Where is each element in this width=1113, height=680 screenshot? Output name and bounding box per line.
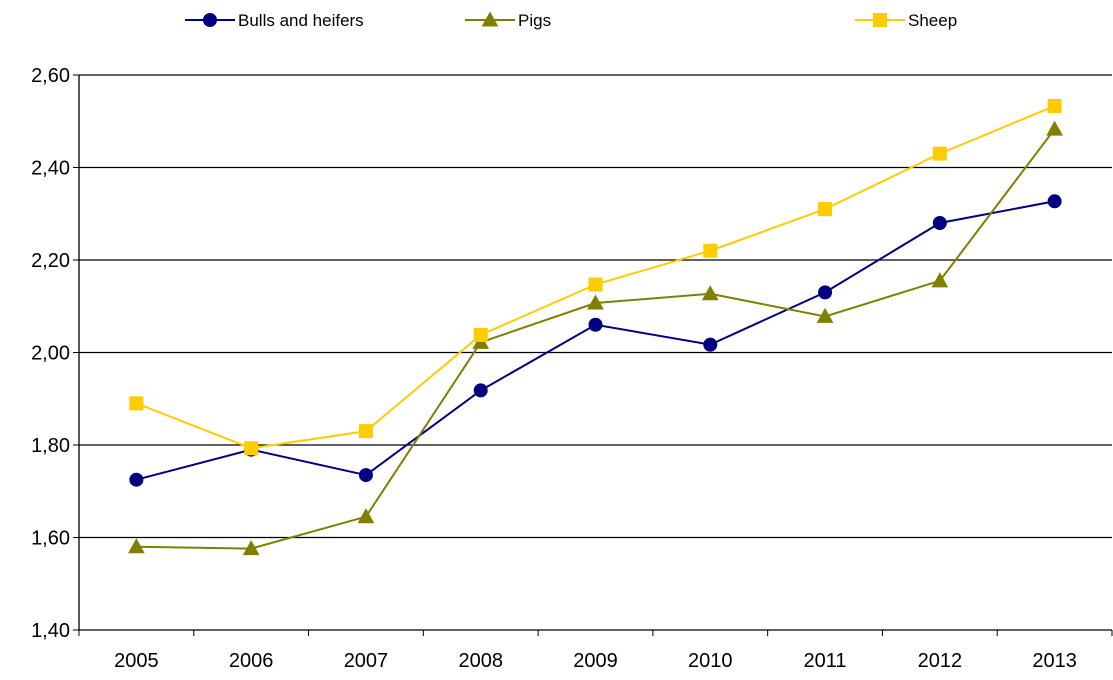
legend-item: Bulls and heifers (185, 11, 364, 30)
x-tick-label: 2007 (344, 650, 389, 672)
y-tick-label: 1,40 (31, 620, 70, 642)
x-tick-label: 2011 (804, 650, 847, 672)
axis-layer: 1,40 1,60 1,80 2,00 2,20 2,40 2,60 2005 2006 2007… (31, 65, 1113, 672)
x-tick-label: 2009 (573, 650, 618, 672)
x-tick-label: 2013 (1032, 650, 1077, 672)
y-tick-label: 2,40 (31, 158, 70, 180)
data-point (932, 146, 947, 161)
data-point (701, 285, 719, 301)
x-tick-label: 2008 (458, 650, 503, 672)
data-point (703, 337, 718, 352)
legend-marker (481, 11, 499, 27)
series-line (136, 200, 1055, 481)
data-point (931, 272, 949, 288)
data-point (588, 277, 603, 292)
data-point (129, 472, 144, 487)
x-tick-label: 2010 (688, 650, 733, 672)
y-tick-label: 2,20 (31, 250, 70, 272)
y-tick-label: 1,60 (31, 528, 70, 550)
data-point (358, 424, 373, 439)
legend-label: Pigs (518, 11, 551, 30)
data-point (1046, 120, 1063, 136)
data-point (932, 216, 947, 230)
x-tick-label: 2006 (229, 650, 274, 672)
data-point (1047, 194, 1062, 209)
data-point (473, 383, 488, 398)
y-tick-label: 2,00 (31, 343, 70, 365)
x-tick-label: 2005 (114, 650, 159, 672)
data-point (242, 540, 260, 556)
data-point (1047, 98, 1062, 113)
series-layer (128, 98, 1063, 556)
x-tick-label: 2012 (918, 650, 963, 672)
data-point (128, 538, 145, 554)
series-line (136, 105, 1055, 450)
legend-marker (203, 13, 217, 27)
legend-marker (873, 13, 887, 27)
series-bulls-and-heifers (129, 194, 1062, 487)
legend-item: Sheep (855, 11, 957, 30)
data-point (129, 396, 144, 411)
data-point (357, 508, 375, 524)
data-point (818, 285, 833, 300)
series-sheep (129, 98, 1062, 456)
legend: Bulls and heifers Pigs Sheep (185, 11, 957, 30)
y-tick-label: 1,80 (31, 435, 70, 457)
data-point (358, 468, 373, 483)
data-point (244, 441, 259, 456)
data-point (703, 243, 718, 258)
series-line (136, 128, 1056, 550)
y-tick-label: 2,60 (31, 65, 70, 87)
data-point (818, 202, 833, 217)
series-pigs (128, 120, 1063, 556)
legend-label: Bulls and heifers (238, 11, 364, 30)
legend-label: Sheep (908, 11, 957, 30)
legend-item: Pigs (465, 11, 551, 30)
data-point (473, 327, 488, 342)
data-point (588, 317, 603, 332)
data-point (816, 307, 834, 323)
data-point (587, 294, 604, 310)
